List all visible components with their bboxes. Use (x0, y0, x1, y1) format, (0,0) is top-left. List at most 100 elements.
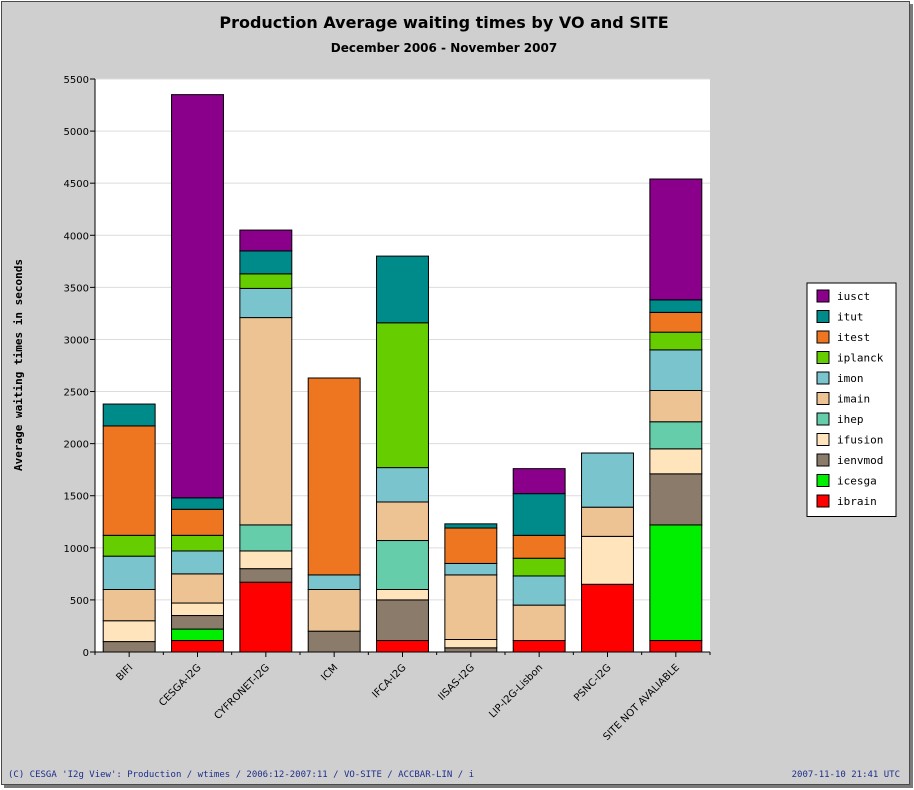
x-category-labels: BIFI CESGA-I2G CYFRONET-I2G ICM IFCA-I2G IISA… (114, 662, 682, 743)
x-category-label: BIFI (114, 662, 135, 683)
bar-segment-ienvmod (649, 473, 703, 526)
bar-segment-ibrain (376, 640, 429, 653)
bar-segment-iusct (171, 94, 224, 499)
bar-segment-imon (649, 349, 703, 392)
bar-segment-ifusion (376, 588, 429, 601)
bar-segment-itest (444, 527, 498, 564)
bar-segment-imain (581, 506, 634, 537)
bar-segment-iplanck (376, 322, 429, 469)
bar-segment-icesga (649, 524, 703, 642)
chart-title: Production Average waiting times by VO a… (219, 13, 668, 32)
bar-segment-iplanck (649, 331, 703, 351)
bar-segment-ienvmod (102, 641, 156, 653)
bar-segment-iusct (649, 178, 703, 301)
bar-segment-itest (649, 311, 703, 333)
bar-segment-imain (102, 588, 156, 622)
x-category-label: SITE NOT AVALIABLE (601, 662, 682, 743)
bar-segment-itut (649, 299, 703, 313)
legend-label-ifusion: ifusion (837, 434, 883, 447)
legend-label-itest: itest (837, 331, 870, 344)
bar-segment-ienvmod (307, 630, 361, 653)
bar-segment-imon (239, 287, 293, 319)
bar-segment-itest (512, 534, 566, 559)
bar-segment-ibrain (581, 583, 634, 653)
y-tick-label: 2500 (64, 388, 89, 399)
bar-segment-ifusion (102, 620, 156, 643)
bar-segment-icesga (171, 628, 224, 642)
bar-segment-ienvmod (239, 568, 293, 583)
bar-segment-itut (444, 523, 498, 529)
bar-segment-ifusion (171, 602, 224, 617)
bar-segment-imon (512, 575, 566, 606)
bar-segment-itut (239, 250, 293, 275)
bar-segment-itut (512, 493, 566, 536)
y-tick-label: 1000 (64, 544, 89, 555)
bar-segment-ifusion (649, 448, 703, 475)
y-tick-label: 0 (83, 648, 89, 659)
bar-segment-ibrain (649, 640, 703, 653)
legend-swatch-imon (816, 371, 830, 385)
x-category-label: LIP-I2G-Lisbon (487, 662, 545, 720)
bar-segment-ihep (239, 524, 293, 552)
bar-segment-itest (102, 425, 156, 536)
bar-segment-iplanck (239, 273, 293, 289)
legend-label-itut: itut (837, 311, 864, 324)
bar-segment-itest (307, 377, 361, 576)
bar-segment-itest (171, 508, 224, 536)
bar-segment-imon (307, 574, 361, 590)
legend-swatch-itut (816, 310, 830, 323)
legend-swatch-iusct (816, 289, 830, 303)
bar-segment-imain (444, 574, 498, 640)
legend-swatch-icesga (816, 474, 830, 487)
bar-segment-imon (171, 550, 224, 575)
legend-swatch-ibrain (816, 494, 830, 508)
y-tick-label: 5000 (64, 127, 89, 138)
bar-segment-imain (239, 317, 293, 526)
y-tick-label: 4500 (64, 179, 89, 190)
y-tick-label: 3500 (64, 283, 89, 294)
y-tick-label: 1500 (64, 492, 89, 503)
legend-swatch-iplanck (816, 351, 830, 364)
bar-segment-ienvmod (376, 599, 429, 642)
y-tick-label: 500 (70, 596, 89, 607)
bar-segment-imain (512, 604, 566, 642)
bar-segment-ifusion (239, 550, 293, 570)
footer-left: (C) CESGA 'I2g View': Production / wtime… (8, 770, 474, 780)
legend-label-ienvmod: ienvmod (837, 454, 883, 467)
bar-segment-imain (171, 573, 224, 604)
bar-segment-itut (102, 403, 156, 427)
y-axis-label: Average waiting times in seconds (12, 259, 25, 471)
bar-segment-iplanck (512, 557, 566, 577)
axes (90, 78, 711, 657)
bar-segment-iusct (512, 468, 566, 495)
legend-label-iplanck: iplanck (837, 352, 884, 365)
y-tick-label: 3000 (64, 335, 89, 346)
legend-swatch-ifusion (816, 433, 830, 446)
legend: iusct itut itest iplanck imon imain ihep ifusio… (806, 282, 897, 517)
y-tick-label: 5500 (64, 75, 89, 86)
bar-segment-ifusion (444, 638, 498, 649)
x-category-label: PSNC-I2G (572, 662, 613, 703)
bar-segment-imon (581, 452, 634, 508)
bar-segment-itut (171, 497, 224, 510)
bar-segment-imain (649, 390, 703, 423)
x-category-label: CESGA-I2G (157, 662, 203, 708)
bar-segment-ibrain (239, 581, 293, 653)
bars (102, 94, 703, 653)
bar-segment-iplanck (102, 534, 156, 557)
bar-segment-ibrain (512, 640, 566, 653)
bar-segment-ienvmod (444, 647, 498, 653)
legend-label-imain: imain (837, 393, 870, 406)
bar-segment-ihep (649, 421, 703, 450)
legend-label-iusct: iusct (837, 290, 870, 303)
bar-segment-ienvmod (171, 615, 224, 630)
bar-segment-iplanck (171, 534, 224, 552)
bar-segment-itut (376, 255, 429, 324)
y-tick-label: 4000 (64, 231, 89, 242)
legend-swatch-ienvmod (816, 453, 830, 467)
legend-label-imon: imon (837, 372, 864, 385)
legend-label-ibrain: ibrain (837, 495, 877, 508)
footer-right: 2007-11-10 21:41 UTC (792, 770, 900, 780)
x-category-label: CYFRONET-I2G (212, 662, 272, 722)
